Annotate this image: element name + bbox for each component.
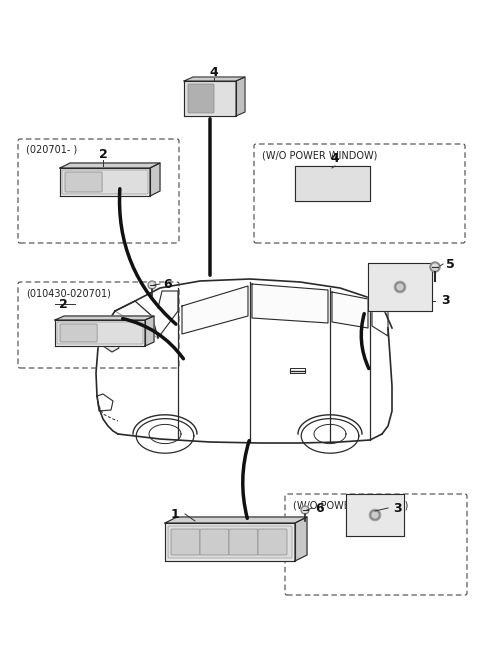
FancyBboxPatch shape (62, 170, 148, 194)
Polygon shape (105, 301, 158, 338)
Circle shape (372, 512, 378, 518)
Circle shape (148, 281, 156, 289)
FancyBboxPatch shape (65, 172, 102, 192)
FancyBboxPatch shape (200, 529, 229, 555)
FancyBboxPatch shape (188, 84, 214, 113)
Circle shape (301, 506, 309, 514)
Text: (W/O POWER WINDOW): (W/O POWER WINDOW) (293, 500, 408, 510)
Polygon shape (252, 284, 328, 323)
Polygon shape (165, 517, 307, 523)
FancyBboxPatch shape (229, 529, 258, 555)
Polygon shape (184, 81, 236, 116)
Circle shape (370, 510, 380, 520)
Text: (020701- ): (020701- ) (26, 145, 77, 155)
Polygon shape (55, 320, 145, 346)
Polygon shape (182, 286, 248, 334)
Text: 6: 6 (164, 277, 172, 291)
Polygon shape (103, 340, 119, 352)
Text: 4: 4 (331, 152, 339, 165)
Polygon shape (184, 77, 245, 81)
Polygon shape (332, 292, 368, 328)
Polygon shape (165, 523, 295, 561)
FancyBboxPatch shape (258, 529, 287, 555)
Circle shape (432, 264, 438, 270)
Text: 3: 3 (393, 501, 401, 514)
Circle shape (395, 282, 405, 292)
FancyBboxPatch shape (171, 529, 200, 555)
Polygon shape (60, 168, 150, 196)
FancyBboxPatch shape (60, 324, 97, 342)
Circle shape (430, 262, 440, 272)
Text: 4: 4 (210, 66, 218, 79)
Polygon shape (295, 517, 307, 561)
Text: 2: 2 (59, 298, 67, 310)
Text: 5: 5 (445, 258, 455, 270)
FancyBboxPatch shape (57, 322, 143, 344)
Polygon shape (145, 316, 154, 346)
Circle shape (394, 281, 406, 293)
Text: 3: 3 (441, 295, 449, 308)
Text: (010430-020701): (010430-020701) (26, 288, 111, 298)
Text: 1: 1 (170, 508, 180, 520)
Polygon shape (346, 494, 404, 536)
Text: (W/O POWER WINDOW): (W/O POWER WINDOW) (262, 150, 377, 160)
Polygon shape (158, 291, 178, 338)
Text: 2: 2 (98, 148, 108, 161)
Polygon shape (236, 77, 245, 116)
Polygon shape (295, 166, 370, 201)
Polygon shape (368, 263, 432, 311)
Text: 6: 6 (316, 501, 324, 514)
Polygon shape (150, 163, 160, 196)
Polygon shape (55, 316, 154, 320)
Polygon shape (60, 163, 160, 168)
FancyBboxPatch shape (168, 526, 292, 558)
Circle shape (397, 284, 403, 290)
Circle shape (149, 283, 155, 287)
Circle shape (302, 508, 308, 512)
Circle shape (369, 509, 381, 521)
